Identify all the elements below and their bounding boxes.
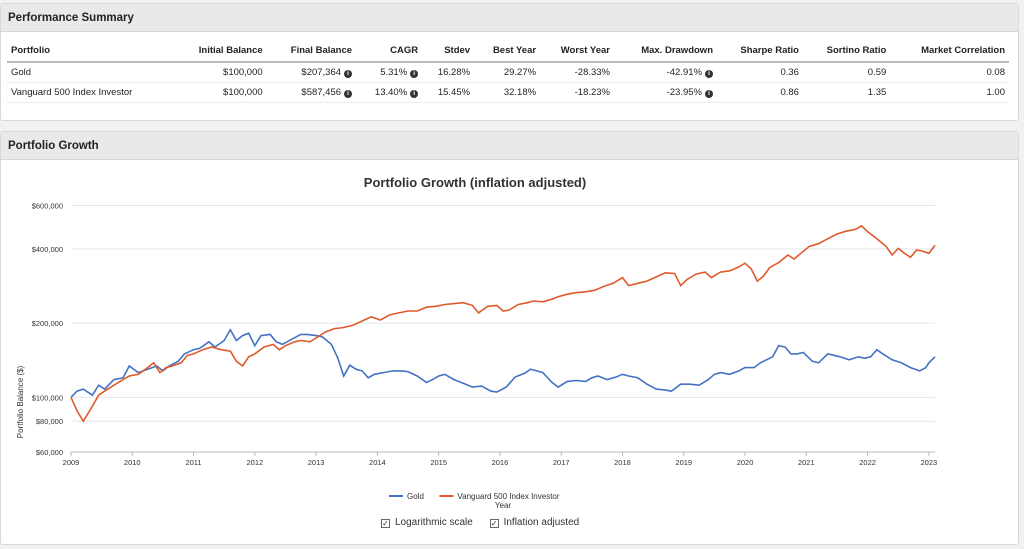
y-tick-label: $100,000 [32,393,63,402]
legend-label: Vanguard 500 Index Investor [457,492,559,501]
y-tick-label: $80,000 [36,417,63,426]
x-tick-label: 2016 [492,458,509,467]
cell-sharpe: 0.86 [717,82,803,103]
checkbox-checked-icon[interactable]: ✓ [381,519,390,528]
cell-correlation: 0.08 [890,62,1009,83]
inflation-adjusted-option[interactable]: ✓ Inflation adjusted [489,517,580,528]
col-market-correlation: Market Correlation [890,40,1009,63]
x-tick-label: 2014 [369,458,386,467]
x-tick-label: 2020 [737,458,754,467]
chart-grid [71,205,935,453]
cell-worst: -28.33% [540,62,615,83]
chart-legend: Gold Vanguard 500 Index Investor [389,492,560,501]
performance-summary-header: Performance Summary [1,4,1018,32]
chart-title: Portfolio Growth (inflation adjusted) [364,175,586,190]
cell-cagr: 5.31% i [356,62,423,83]
cell-drawdown: -23.95% i [614,82,717,103]
performance-summary-panel: Performance Summary Portfolio Initial Ba… [0,3,1019,121]
x-tick-label: 2012 [246,458,263,467]
chart-options: ✓ Logarithmic scale ✓ Inflation adjusted [381,517,593,528]
cell-sortino: 0.59 [802,62,891,83]
y-axis-label: Portfolio Balance ($) [16,365,25,438]
x-tick-label: 2010 [124,458,141,467]
y-axis-ticks: $60,000 $80,000 $100,000 $200,000 $400,000 $6… [32,202,63,457]
table-row: Gold $100,000 $207,364 i 5.31% i 16.28% 29… [7,62,1009,83]
cell-sharpe: 0.36 [717,62,803,83]
y-tick-label: $600,000 [32,202,63,211]
log-scale-option[interactable]: ✓ Logarithmic scale [381,517,473,528]
cell-best: 32.18% [474,82,541,103]
y-tick-label: $60,000 [36,448,63,457]
x-tick-label: 2013 [308,458,325,467]
cell-stdev: 15.45% [422,82,475,103]
x-tick-label: 2022 [859,458,876,467]
cell-stdev: 16.28% [422,62,475,83]
x-tick-label: 2019 [675,458,692,467]
cell-final: $207,364 i [266,62,357,83]
x-tick-label: 2021 [798,458,815,467]
info-icon[interactable]: i [344,90,353,98]
cell-cagr: 13.40% i [356,82,423,103]
col-cagr: CAGR [356,40,423,63]
col-sharpe: Sharpe Ratio [717,40,803,63]
col-worst-year: Worst Year [540,40,615,63]
legend-label: Gold [407,492,424,501]
col-max-drawdown: Max. Drawdown [614,40,717,63]
info-icon[interactable]: i [410,70,419,78]
cell-worst: -18.23% [540,82,615,103]
cell-drawdown: -42.91% i [614,62,717,83]
cell-portfolio: Vanguard 500 Index Investor [7,82,174,103]
performance-table: Portfolio Initial Balance Final Balance … [7,40,1009,103]
col-best-year: Best Year [474,40,541,63]
x-tick-label: 2023 [921,458,938,467]
y-tick-label: $400,000 [32,245,63,254]
table-header-row: Portfolio Initial Balance Final Balance … [7,40,1009,63]
y-tick-label: $200,000 [32,319,63,328]
portfolio-growth-panel: Portfolio Growth Portfolio Growth (infla… [0,131,1019,545]
col-stdev: Stdev [422,40,475,63]
x-axis-ticks: 2009 2010 2011 2012 2013 2014 2015 2016 2017 2018… [63,452,938,467]
col-portfolio: Portfolio [7,40,174,63]
cell-correlation: 1.00 [890,82,1009,103]
cell-final: $587,456 i [266,82,357,103]
info-icon[interactable]: i [410,90,419,98]
cell-best: 29.27% [474,62,541,83]
x-tick-label: 2017 [553,458,570,467]
checkbox-checked-icon[interactable]: ✓ [489,519,499,528]
x-tick-label: 2011 [185,458,201,467]
col-final-balance: Final Balance [266,40,357,63]
portfolio-growth-header: Portfolio Growth [1,132,1018,160]
info-icon[interactable]: i [705,90,713,98]
series-line-gold [70,328,936,398]
x-tick-label: 2018 [614,458,631,467]
cell-portfolio: Gold [7,62,174,83]
info-icon[interactable]: i [344,70,353,78]
x-axis-label: Year [495,501,512,510]
portfolio-growth-chart: Portfolio Growth (inflation adjusted) $6… [16,175,938,510]
info-icon[interactable]: i [705,70,713,78]
cell-sortino: 1.35 [802,82,891,103]
col-initial-balance: Initial Balance [173,40,267,63]
col-sortino: Sortino Ratio [802,40,891,63]
cell-initial: $100,000 [173,62,267,83]
chart-series [70,224,936,423]
x-tick-label: 2015 [430,458,447,467]
x-tick-label: 2009 [63,458,80,467]
series-line-vanguard [70,224,936,423]
cell-initial: $100,000 [173,82,267,103]
table-row: Vanguard 500 Index Investor $100,000 $58… [7,82,1009,103]
